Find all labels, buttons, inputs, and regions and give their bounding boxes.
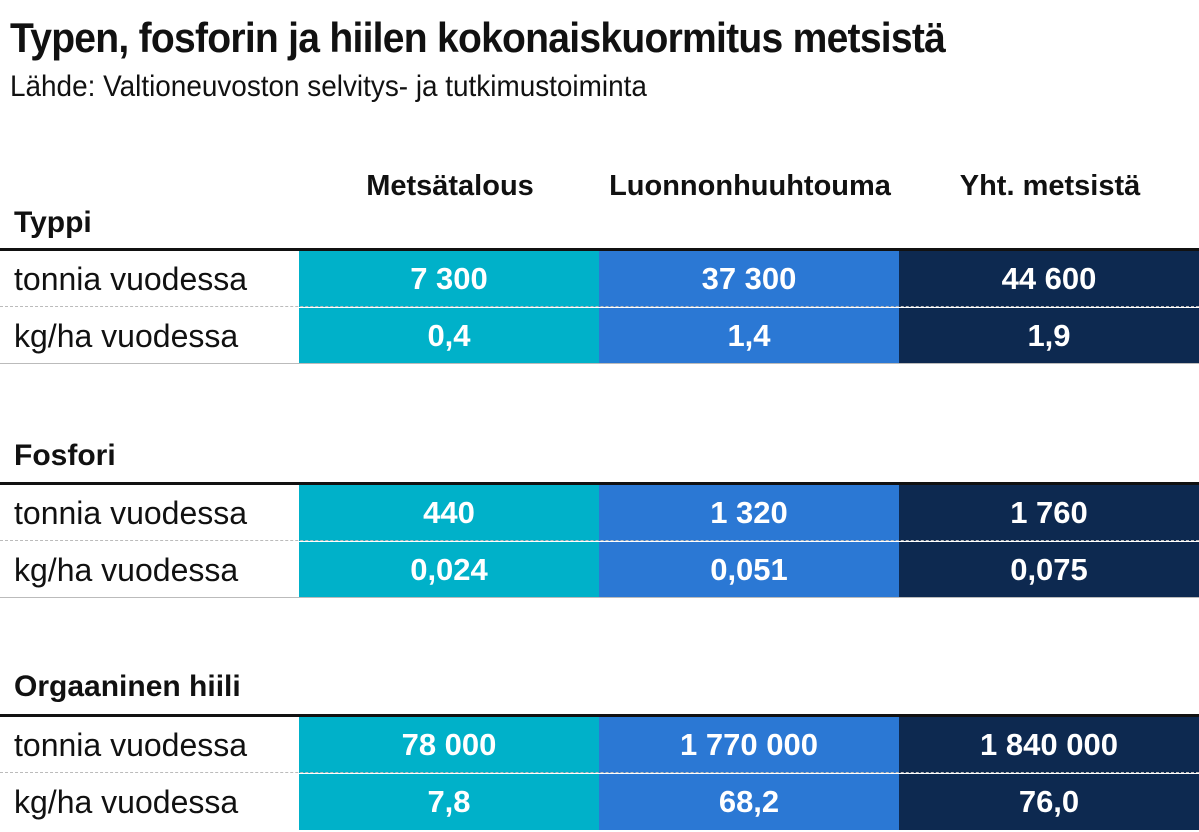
value-cell: 1 760 <box>899 485 1199 541</box>
row-divider <box>0 306 1199 307</box>
row-label: kg/ha vuodessa <box>14 552 239 588</box>
table-row: tonnia vuodessa 7 300 37 300 44 600 <box>0 251 1199 307</box>
table-row: kg/ha vuodessa 0,4 1,4 1,9 <box>0 308 1199 364</box>
chart-title: Typen, fosforin ja hiilen kokonaiskuormi… <box>10 14 946 61</box>
row-divider <box>0 540 1199 541</box>
table-row: kg/ha vuodessa 0,024 0,051 0,075 <box>0 542 1199 598</box>
row-label: tonnia vuodessa <box>14 727 248 763</box>
value-cell: 76,0 <box>899 774 1199 830</box>
value-cell: 440 <box>299 485 599 541</box>
section-divider <box>0 248 1199 251</box>
value-cell: 7 300 <box>299 251 599 307</box>
row-divider <box>0 772 1199 773</box>
value-cell: 7,8 <box>299 774 599 830</box>
value-cell: 1,9 <box>899 308 1199 364</box>
value-cell: 0,4 <box>299 308 599 364</box>
row-label: kg/ha vuodessa <box>14 318 239 354</box>
value-cell: 44 600 <box>899 251 1199 307</box>
table-row: tonnia vuodessa 440 1 320 1 760 <box>0 485 1199 541</box>
row-divider <box>0 597 1199 598</box>
section-title: Typpi <box>14 206 92 239</box>
value-cell: 0,075 <box>899 542 1199 598</box>
table-row: kg/ha vuodessa 7,8 68,2 76,0 <box>0 774 1199 830</box>
row-label: tonnia vuodessa <box>14 261 248 297</box>
value-cell: 1,4 <box>599 308 899 364</box>
value-cell: 68,2 <box>599 774 899 830</box>
column-header-metsatalous: Metsätalous <box>366 170 534 202</box>
section-divider <box>0 482 1199 485</box>
section-title: Fosfori <box>14 439 116 472</box>
row-label: tonnia vuodessa <box>14 495 248 531</box>
value-cell: 1 770 000 <box>599 717 899 773</box>
section-divider <box>0 714 1199 717</box>
value-cell: 78 000 <box>299 717 599 773</box>
column-header-luonnonhuuhtouma: Luonnonhuuhtouma <box>609 170 891 202</box>
column-header-yhteensa: Yht. metsistä <box>959 170 1141 202</box>
value-cell: 1 320 <box>599 485 899 541</box>
value-cell: 0,051 <box>599 542 899 598</box>
section-title: Orgaaninen hiili <box>14 670 241 703</box>
row-label: kg/ha vuodessa <box>14 784 239 820</box>
table-row: tonnia vuodessa 78 000 1 770 000 1 840 0… <box>0 717 1199 773</box>
value-cell: 0,024 <box>299 542 599 598</box>
chart-source: Lähde: Valtioneuvoston selvitys- ja tutk… <box>10 70 647 103</box>
value-cell: 1 840 000 <box>899 717 1199 773</box>
value-cell: 37 300 <box>599 251 899 307</box>
row-divider <box>0 363 1199 364</box>
